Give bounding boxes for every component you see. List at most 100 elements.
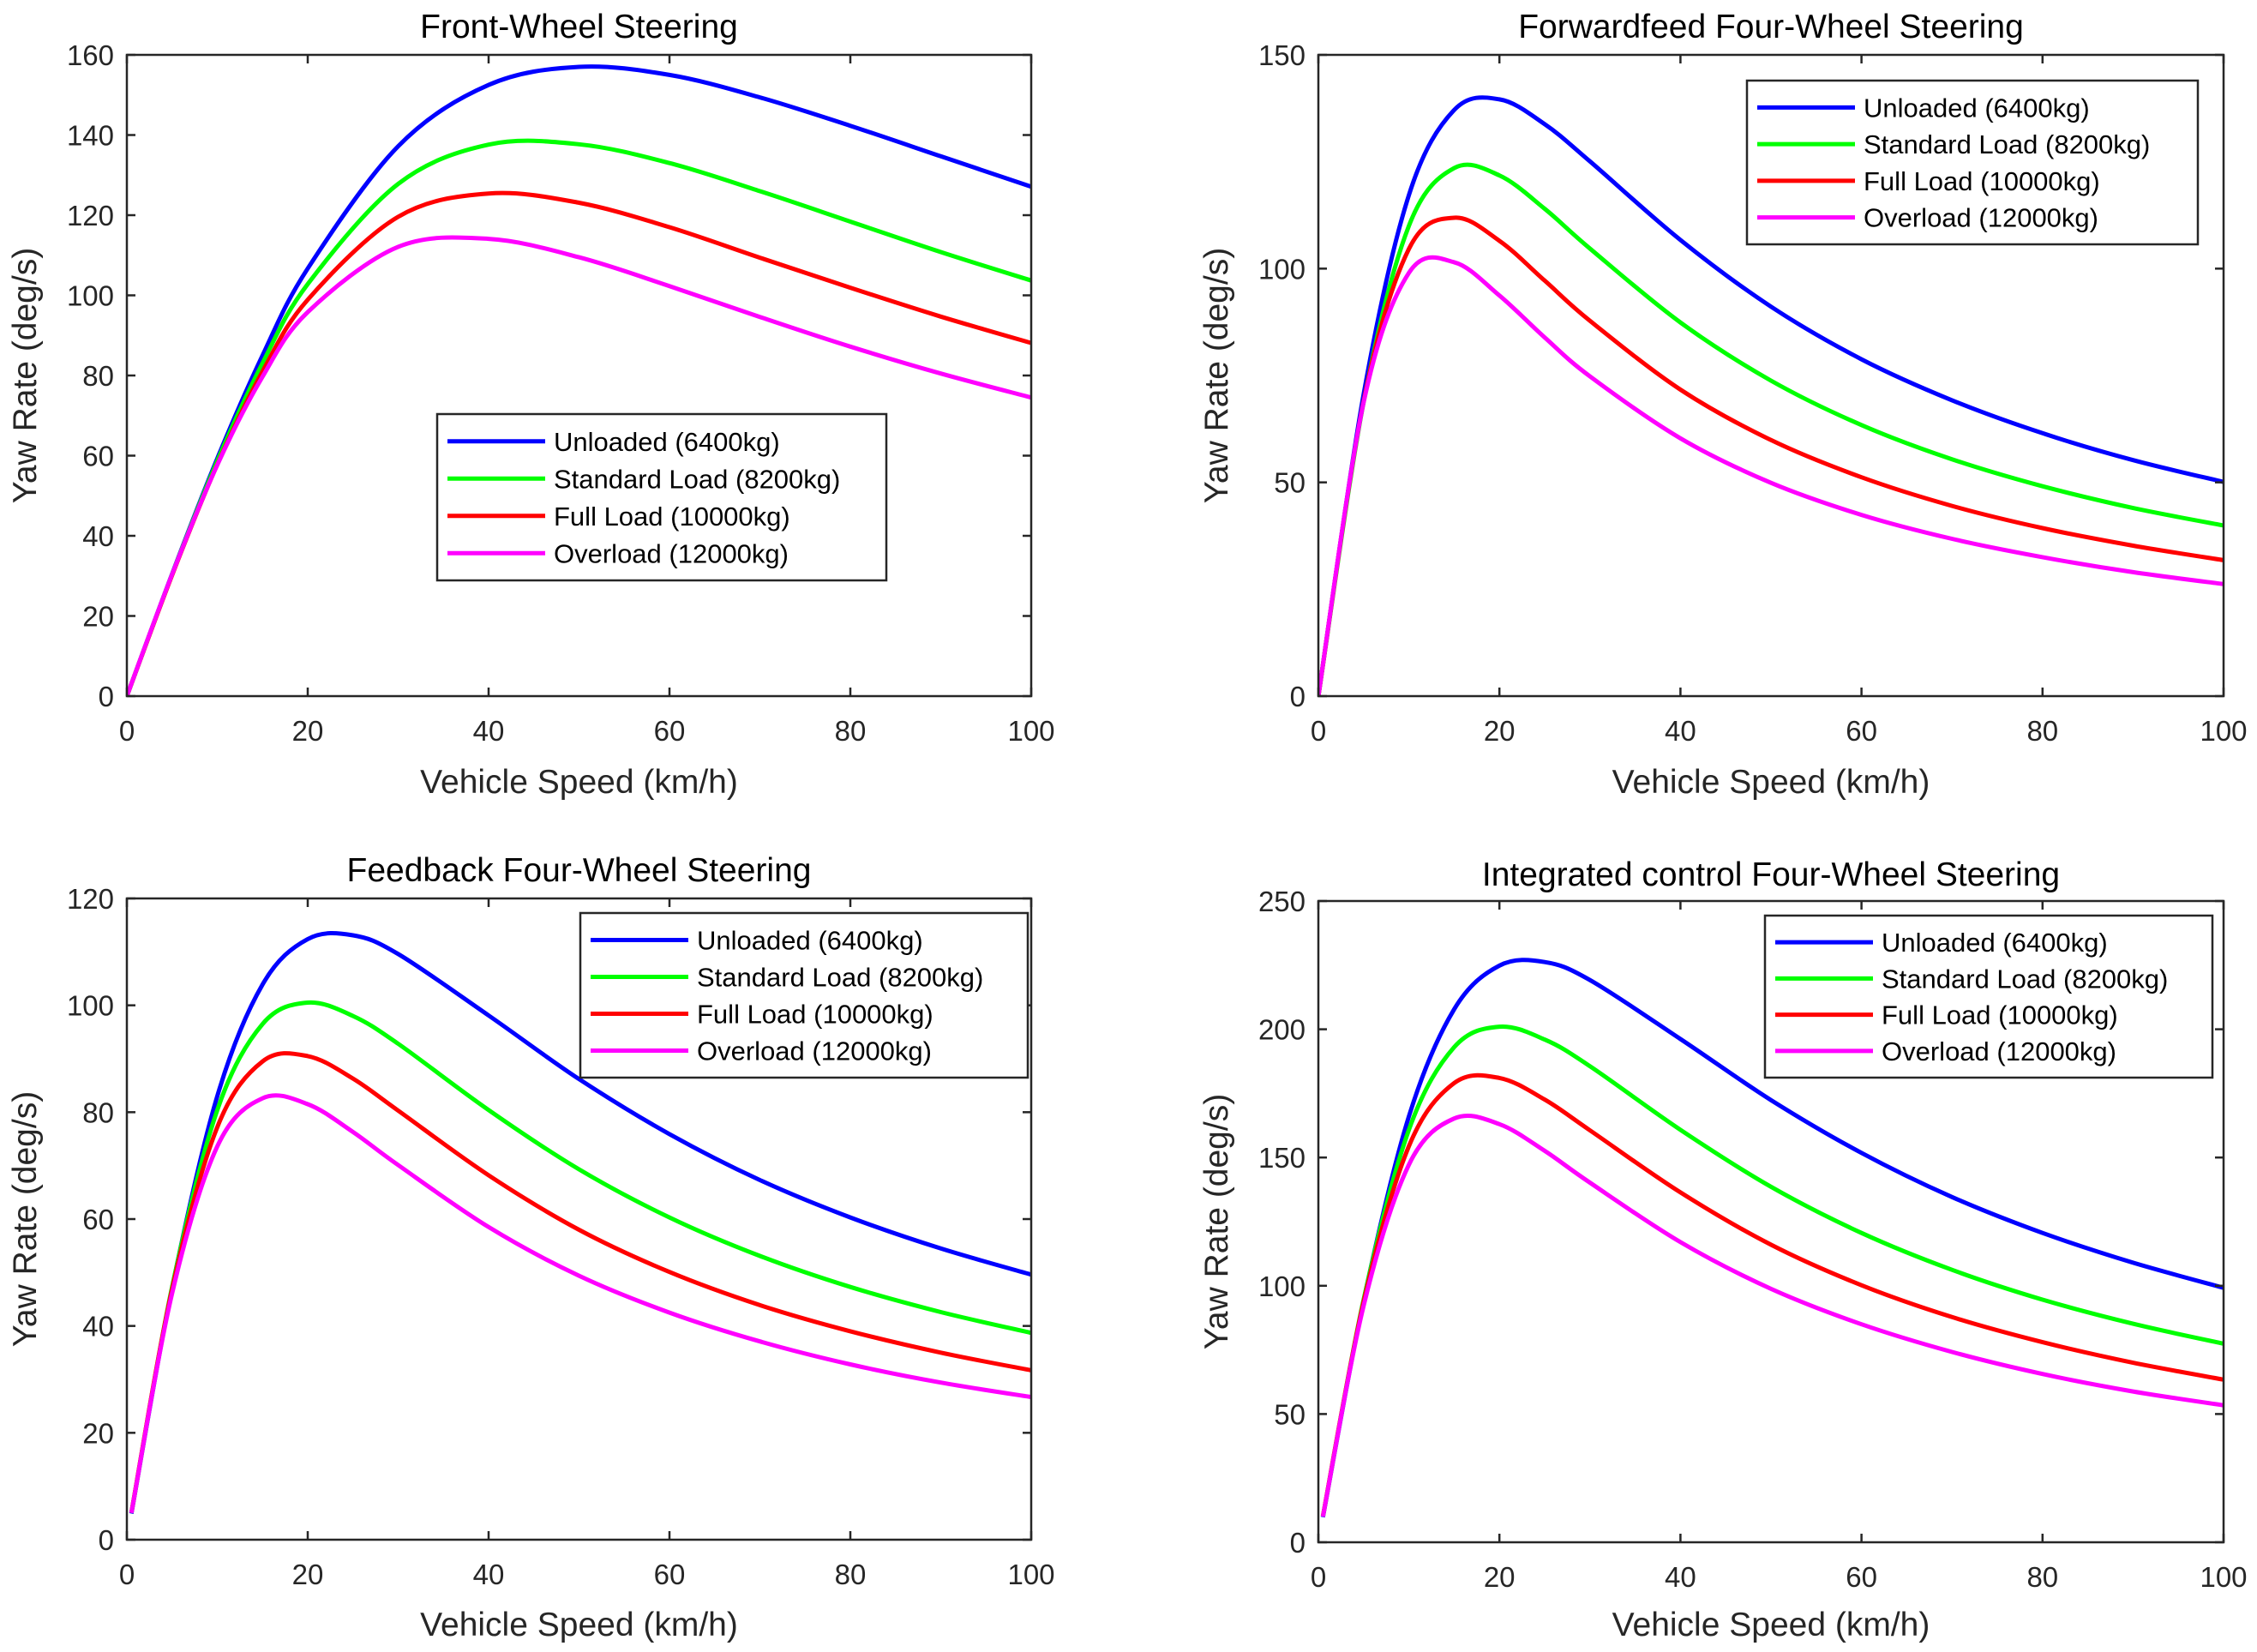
x-tick-label: 60 (1846, 1561, 1877, 1593)
x-tick-label: 40 (1665, 715, 1696, 747)
y-tick-label: 160 (67, 39, 114, 71)
legend-entry: Overload (12000kg) (697, 1036, 932, 1066)
y-tick-label: 80 (82, 1096, 114, 1128)
y-tick-label: 20 (82, 601, 114, 633)
y-axis-label: Yaw Rate (deg/s) (1198, 248, 1235, 503)
y-tick-label: 60 (82, 441, 114, 472)
y-tick-label: 200 (1258, 1014, 1306, 1046)
series-line-1 (127, 64, 1031, 696)
legend-entry: Standard Load (8200kg) (1882, 964, 2168, 994)
x-tick-label: 80 (835, 1559, 867, 1590)
y-tick-label: 100 (1258, 1271, 1306, 1302)
y-tick-label: 50 (1274, 1398, 1306, 1430)
legend-entry: Unloaded (6400kg) (1882, 928, 2108, 958)
y-tick-label: 140 (67, 120, 114, 152)
y-tick-label: 100 (1258, 253, 1306, 285)
series-line-4 (129, 1093, 1031, 1514)
subplot-3: Feedback Four-Wheel Steering 0 20 40 60 80 100… (7, 852, 1055, 1643)
chart-title: Integrated control Four-Wheel Steering (1482, 856, 2060, 893)
x-tick-label: 40 (473, 1559, 505, 1590)
y-tick-label: 150 (1258, 1142, 1306, 1174)
y-tick-label: 40 (82, 520, 114, 552)
subplot-2: Forwardfeed Four-Wheel Steering 0 20 40 60 80… (1198, 9, 2248, 801)
x-tick-label: 60 (654, 715, 686, 747)
x-tick-label: 60 (654, 1559, 686, 1590)
x-axis-label: Vehicle Speed (km/h) (1612, 764, 1930, 801)
y-tick-label: 80 (82, 360, 114, 392)
y-axis-label: Yaw Rate (deg/s) (7, 1091, 44, 1347)
x-axis-label: Vehicle Speed (km/h) (420, 764, 738, 801)
y-tick-label: 0 (1290, 681, 1306, 712)
x-tick-label: 0 (1311, 1561, 1326, 1593)
y-tick-label: 120 (67, 200, 114, 231)
y-tick-label: 100 (67, 990, 114, 1022)
x-tick-label: 80 (2026, 715, 2058, 747)
subplot-4: Integrated control Four-Wheel Steering 0 2… (1198, 856, 2248, 1643)
x-tick-label: 100 (2200, 715, 2247, 747)
axes-box (1317, 899, 2225, 1544)
y-tick-label: 0 (99, 1524, 114, 1556)
legend-entry: Overload (12000kg) (554, 538, 789, 568)
legend-entry: Unloaded (6400kg) (1864, 93, 2090, 123)
series-line-1 (1318, 95, 2224, 696)
legend-entry: Overload (12000kg) (1864, 203, 2098, 233)
chart-title: Forwardfeed Four-Wheel Steering (1518, 9, 2024, 45)
subplot-1: Front-Wheel Steering 0 20 40 60 80 100 0 20 40 60 8… (7, 9, 1055, 801)
y-tick-label: 40 (82, 1311, 114, 1343)
legend-entry: Unloaded (6400kg) (554, 427, 780, 457)
x-axis-label: Vehicle Speed (km/h) (1612, 1607, 1930, 1643)
legend-entry: Standard Load (8200kg) (1864, 129, 2150, 159)
x-tick-label: 100 (1007, 1559, 1054, 1590)
x-tick-label: 40 (1665, 1561, 1696, 1593)
chart-title: Front-Wheel Steering (420, 9, 738, 45)
legend: Unloaded (6400kg) Standard Load (8200kg) F… (1745, 79, 2200, 246)
series-line-3 (129, 1051, 1031, 1513)
x-tick-label: 100 (2200, 1561, 2247, 1593)
x-tick-label: 100 (1007, 715, 1054, 747)
x-tick-label: 20 (1484, 715, 1516, 747)
legend-entry: Full Load (10000kg) (1882, 1000, 2118, 1030)
x-tick-label: 80 (2026, 1561, 2058, 1593)
series-line-2 (129, 1000, 1031, 1514)
y-axis-label: Yaw Rate (deg/s) (7, 248, 44, 503)
legend-entry: Standard Load (8200kg) (697, 963, 983, 993)
legend: Unloaded (6400kg) Standard Load (8200kg) F… (579, 911, 1029, 1079)
series-line-4 (127, 235, 1031, 696)
y-tick-label: 0 (1290, 1527, 1306, 1559)
x-tick-label: 80 (835, 715, 867, 747)
series-line-3 (1320, 1072, 2224, 1517)
legend-entry: Unloaded (6400kg) (697, 926, 923, 956)
legend: Unloaded (6400kg) Standard Load (8200kg) F… (1763, 914, 2214, 1079)
legend-entry: Full Load (10000kg) (697, 1000, 933, 1030)
legend-entry: Overload (12000kg) (1882, 1036, 2116, 1066)
y-tick-label: 150 (1258, 39, 1306, 71)
x-tick-label: 0 (119, 715, 135, 747)
x-tick-label: 60 (1846, 715, 1877, 747)
series-line-4 (1318, 255, 2224, 696)
series-line-2 (1318, 162, 2224, 696)
legend-entry: Full Load (10000kg) (554, 502, 790, 532)
x-tick-label: 0 (1311, 715, 1326, 747)
y-tick-label: 60 (82, 1204, 114, 1235)
series-line-2 (1320, 1024, 2224, 1517)
y-tick-label: 120 (67, 883, 114, 915)
series-line-3 (1318, 215, 2224, 696)
y-tick-label: 50 (1274, 467, 1306, 499)
axes-box (1317, 53, 2225, 698)
y-tick-label: 0 (99, 681, 114, 712)
x-axis-label: Vehicle Speed (km/h) (420, 1607, 738, 1643)
x-tick-label: 40 (473, 715, 505, 747)
chart-title: Feedback Four-Wheel Steering (347, 852, 812, 889)
y-tick-label: 100 (67, 280, 114, 312)
y-axis-label: Yaw Rate (deg/s) (1198, 1094, 1235, 1349)
y-tick-label: 20 (82, 1417, 114, 1449)
legend-entry: Standard Load (8200kg) (554, 464, 840, 494)
x-tick-label: 0 (119, 1559, 135, 1590)
x-tick-label: 20 (292, 715, 324, 747)
x-tick-label: 20 (1484, 1561, 1516, 1593)
y-tick-label: 250 (1258, 886, 1306, 917)
series-line-4 (1320, 1114, 2224, 1517)
legend: Unloaded (6400kg) Standard Load (8200kg) F… (435, 412, 888, 582)
x-tick-label: 20 (292, 1559, 324, 1590)
